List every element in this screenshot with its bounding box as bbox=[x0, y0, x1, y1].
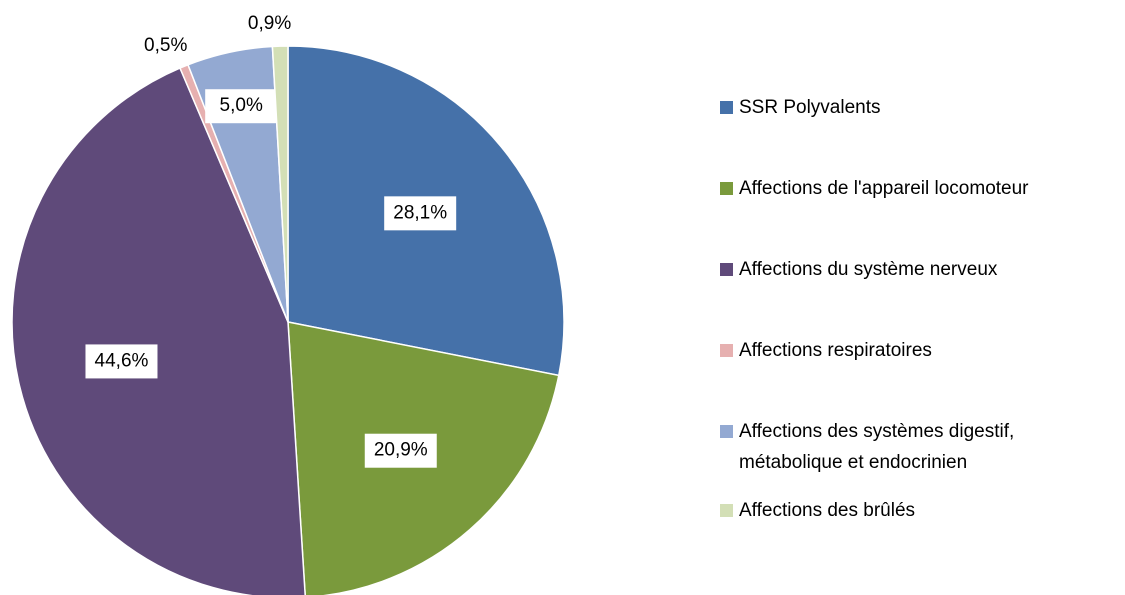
pie-slice bbox=[11, 67, 306, 595]
data-label: 0,5% bbox=[144, 35, 187, 56]
legend-item: Affections de l'appareil locomoteur bbox=[720, 173, 1120, 254]
legend-label: SSR Polyvalents bbox=[739, 97, 881, 118]
data-label: 28,1% bbox=[393, 202, 447, 223]
legend-swatch bbox=[720, 425, 733, 438]
data-label: 44,6% bbox=[95, 350, 149, 371]
legend-swatch bbox=[720, 182, 733, 195]
legend-item: Affections des systèmes digestif, métabo… bbox=[720, 416, 1120, 495]
legend-swatch bbox=[720, 263, 733, 276]
legend-swatch bbox=[720, 101, 733, 114]
label-box bbox=[205, 89, 278, 124]
legend-item: Affections respiratoires bbox=[720, 335, 1120, 416]
legend-label: Affections des brûlés bbox=[739, 500, 916, 521]
label-box bbox=[364, 433, 437, 468]
legend-label: Affections du système nerveux bbox=[739, 259, 998, 280]
legend: SSR Polyvalents Affections de l'appareil … bbox=[720, 92, 1120, 535]
legend-item: SSR Polyvalents bbox=[720, 92, 1120, 173]
label-box bbox=[85, 344, 158, 379]
label-box bbox=[384, 196, 457, 231]
legend-label: Affections respiratoires bbox=[739, 340, 932, 361]
legend-label: Affections de l'appareil locomoteur bbox=[739, 178, 1029, 199]
legend-swatch bbox=[720, 504, 733, 517]
data-label: 0,9% bbox=[248, 13, 291, 34]
legend-item: Affections du système nerveux bbox=[720, 254, 1120, 335]
data-label: 20,9% bbox=[374, 440, 428, 461]
legend-swatch bbox=[720, 344, 733, 357]
pie-slice bbox=[271, 45, 289, 323]
legend-label: Affections des systèmes digestif, métabo… bbox=[739, 421, 1015, 473]
data-label: 5,0% bbox=[220, 95, 263, 116]
legend-item: Affections des brûlés bbox=[720, 495, 1120, 535]
